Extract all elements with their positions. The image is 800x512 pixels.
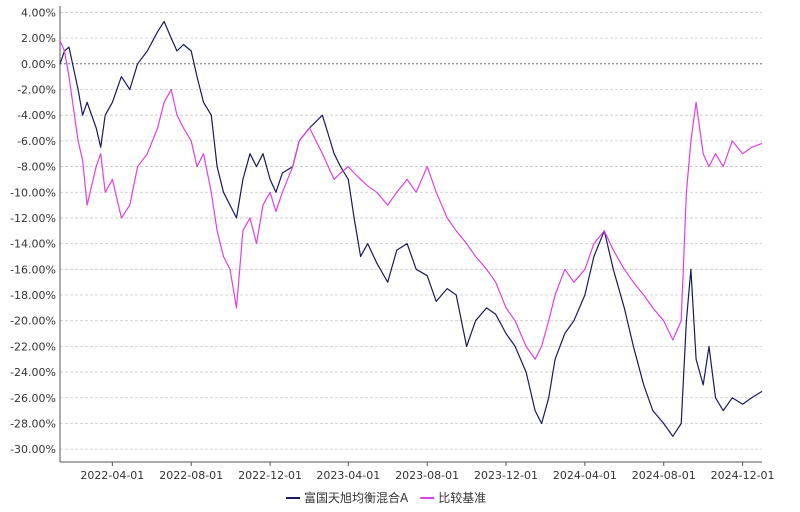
y-tick-label: -30.00% (10, 443, 56, 456)
x-tick-label: 2022-08-01 (159, 469, 223, 482)
x-tick-label: 2024-04-01 (553, 469, 617, 482)
y-tick-label: -20.00% (10, 315, 56, 328)
y-axis: 4.00% 2.00% 0.00% -2.00% -4.00% -6.00% -8.00% -… (10, 6, 61, 462)
x-tick-label: 2023-08-01 (395, 469, 459, 482)
x-tick-label: 2022-12-01 (238, 469, 302, 482)
legend: 富国天旭均衡混合A 比较基准 (286, 490, 486, 505)
x-tick-label: 2023-12-01 (474, 469, 538, 482)
y-tick-label: 2.00% (21, 32, 56, 45)
series-line-1 (59, 20, 763, 437)
y-tick-label: -18.00% (10, 289, 56, 302)
x-tick-label: 2022-04-01 (80, 469, 144, 482)
y-tick-label: 4.00% (21, 6, 56, 19)
y-tick-label: -22.00% (10, 340, 56, 353)
x-axis: 2022-04-01 2022-08-01 2022-12-01 2023-04-01… (60, 461, 775, 482)
y-tick-label: -24.00% (10, 366, 56, 379)
y-tick-label: -10.00% (10, 186, 56, 199)
series-layer (59, 20, 763, 437)
x-tick-label: 2024-08-01 (632, 469, 696, 482)
y-tick-label: -8.00% (17, 161, 56, 174)
y-tick-label: -12.00% (10, 212, 56, 225)
y-tick-label: -14.00% (10, 238, 56, 251)
y-tick-label: -16.00% (10, 263, 56, 276)
y-tick-label: -4.00% (17, 109, 56, 122)
legend-label-2: 比较基准 (438, 490, 486, 505)
x-tick-label: 2023-04-01 (316, 469, 380, 482)
y-tick-label: -26.00% (10, 392, 56, 405)
x-tick-label: 2024-12-01 (711, 469, 775, 482)
y-tick-label: -28.00% (10, 417, 56, 430)
y-tick-label: 0.00% (21, 58, 56, 71)
legend-label-1: 富国天旭均衡混合A (304, 490, 409, 505)
grid-layer (60, 12, 762, 450)
y-tick-label: -6.00% (17, 135, 56, 148)
y-tick-label: -2.00% (17, 83, 56, 96)
series-line-2 (59, 40, 763, 360)
